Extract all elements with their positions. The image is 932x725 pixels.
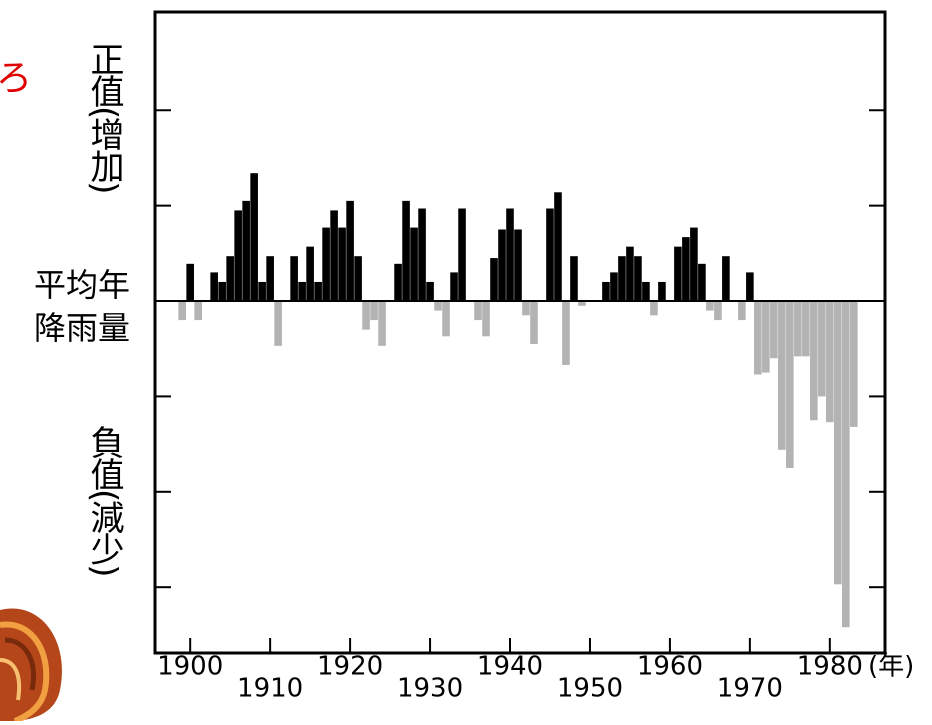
- bar: [754, 301, 762, 375]
- bar: [378, 301, 386, 346]
- bar: [746, 272, 754, 302]
- bar: [762, 301, 770, 373]
- bar: [482, 301, 490, 337]
- bar: [522, 301, 530, 316]
- bar: [778, 301, 786, 450]
- bar: [642, 281, 650, 302]
- x-tick-label: 1940: [477, 652, 543, 682]
- bar: [314, 281, 322, 302]
- bar: [570, 256, 578, 302]
- bar: [458, 208, 466, 302]
- bar: [354, 256, 362, 302]
- bar: [554, 192, 562, 302]
- bar: [562, 301, 570, 365]
- bar: [186, 263, 194, 302]
- bar: [434, 301, 442, 311]
- plot-frame: [153, 10, 887, 655]
- y-label-top: 正值(增加): [84, 42, 124, 193]
- bar: [706, 301, 714, 311]
- bar: [794, 301, 802, 357]
- y-label-bottom: 負值(減少): [84, 425, 124, 576]
- bar: [394, 263, 402, 302]
- bar: [370, 301, 378, 321]
- x-tick-label: 1960: [637, 652, 703, 682]
- x-tick-label: 1950: [557, 674, 623, 704]
- y-label-mid: 降雨量: [34, 309, 130, 347]
- bar: [738, 301, 746, 321]
- bar: [674, 246, 682, 302]
- bar: [842, 301, 850, 628]
- bar: [234, 210, 242, 302]
- bar: [626, 246, 634, 302]
- bar: [690, 227, 698, 302]
- bar: [450, 272, 458, 302]
- bar: [826, 301, 834, 423]
- bar: [634, 256, 642, 302]
- bar: [658, 281, 666, 302]
- bar: [618, 256, 626, 302]
- bar: [810, 301, 818, 421]
- bar: [250, 173, 258, 302]
- bar: [682, 237, 690, 302]
- bar: [602, 281, 610, 302]
- bar: [610, 272, 618, 302]
- bar: [530, 301, 538, 344]
- x-tick-label: 1910: [237, 674, 303, 704]
- bar: [490, 258, 498, 302]
- bar: [802, 301, 810, 357]
- corner-text: ろ: [0, 58, 32, 99]
- bar: [218, 281, 226, 302]
- bar: [210, 272, 218, 302]
- y-label-mid: 平均年: [34, 266, 130, 304]
- bar: [714, 301, 722, 321]
- bar: [274, 301, 282, 346]
- bar: [506, 208, 514, 302]
- bar: [178, 301, 186, 321]
- bar: [194, 301, 202, 321]
- bar: [698, 263, 706, 302]
- bar: [818, 301, 826, 397]
- bar: [650, 301, 658, 316]
- bar: [834, 301, 842, 585]
- bar: [410, 227, 418, 302]
- bar: [850, 301, 858, 427]
- bar: [442, 301, 450, 337]
- bar: [298, 281, 306, 302]
- bar: [578, 301, 586, 306]
- bar: [338, 227, 346, 302]
- bar: [722, 256, 730, 302]
- bar: [258, 281, 266, 302]
- bar: [226, 256, 234, 302]
- bar: [474, 301, 482, 321]
- bar: [306, 246, 314, 302]
- bar: [402, 200, 410, 302]
- bar: [362, 301, 370, 330]
- x-unit: (年): [868, 652, 914, 682]
- x-tick-label: 1980: [797, 652, 863, 682]
- decoration: [0, 608, 62, 724]
- bar: [514, 229, 522, 302]
- x-tick-label: 1920: [317, 652, 383, 682]
- x-tick-label: 1900: [157, 652, 223, 682]
- bar: [786, 301, 794, 468]
- bar: [330, 210, 338, 302]
- x-tick-label: 1970: [717, 674, 783, 704]
- bar: [266, 256, 274, 302]
- bar: [346, 200, 354, 302]
- bar: [322, 227, 330, 302]
- bar: [770, 301, 778, 359]
- bar: [498, 229, 506, 302]
- bar: [426, 281, 434, 302]
- bar: [242, 200, 250, 302]
- bar: [546, 208, 554, 302]
- x-tick-label: 1930: [397, 674, 463, 704]
- bar: [418, 208, 426, 302]
- bar: [290, 256, 298, 302]
